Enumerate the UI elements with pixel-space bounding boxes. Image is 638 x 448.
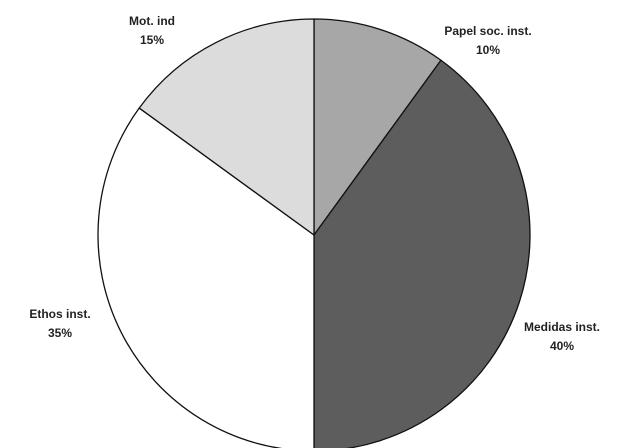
slice-label-1: Papel soc. inst. bbox=[444, 24, 531, 38]
pie-slice-3 bbox=[97, 107, 315, 448]
slice-value-label-1: 10% bbox=[476, 43, 500, 57]
pie-labels: Papel soc. inst. 10% Medidas inst. 40% Ethos… bbox=[29, 14, 600, 353]
pie-slices bbox=[97, 18, 531, 448]
slice-label-3: Ethos inst. bbox=[29, 307, 90, 321]
slice-value-label-4: 15% bbox=[140, 33, 164, 47]
slice-label-2: Medidas inst. bbox=[524, 320, 600, 334]
slice-label-4: Mot. ind bbox=[129, 14, 175, 28]
pie-slice-2 bbox=[313, 59, 531, 448]
pie-slice-4 bbox=[138, 18, 315, 236]
slice-value-label-2: 40% bbox=[550, 339, 574, 353]
slice-value-label-3: 35% bbox=[48, 326, 72, 340]
pie-slice-1 bbox=[313, 18, 442, 236]
